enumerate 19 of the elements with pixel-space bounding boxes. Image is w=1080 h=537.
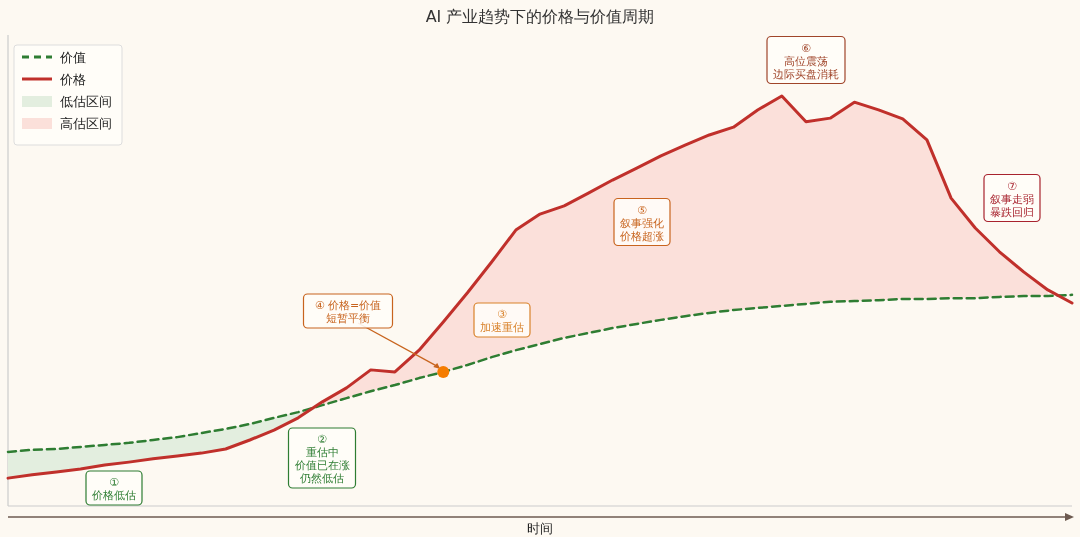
- annotation: ⑤叙事强化价格超涨: [619, 203, 664, 243]
- annotation: ③加速重估: [480, 308, 524, 334]
- annotation: ①价格低估: [85, 470, 143, 506]
- annotation: ⑦叙事走弱暴跌回归: [990, 179, 1034, 219]
- annotation: ③加速重估: [473, 302, 531, 338]
- annotation: ②重估中价值已在涨仍然低估: [287, 427, 357, 489]
- legend-label: 价值: [59, 50, 86, 65]
- annotation: ④ 价格=价值短暂平衡: [302, 293, 394, 329]
- annotation: ⑦叙事走弱暴跌回归: [983, 173, 1041, 223]
- annotation: ④ 价格=价值短暂平衡: [314, 299, 382, 325]
- legend-label: 价格: [59, 72, 86, 87]
- annotation: ⑤叙事强化价格超涨: [613, 197, 671, 247]
- x-axis-title: 时间: [527, 521, 553, 536]
- annotation: ②重估中价值已在涨仍然低估: [293, 433, 350, 485]
- legend-label: 高估区间: [60, 116, 112, 131]
- annotation: ⑥高位震荡边际买盘消耗: [766, 35, 846, 85]
- legend-label: 低估区间: [60, 94, 112, 109]
- annotation: ①价格低估: [91, 476, 136, 502]
- chart-title: AI 产业趋势下的价格与价值周期: [425, 7, 655, 26]
